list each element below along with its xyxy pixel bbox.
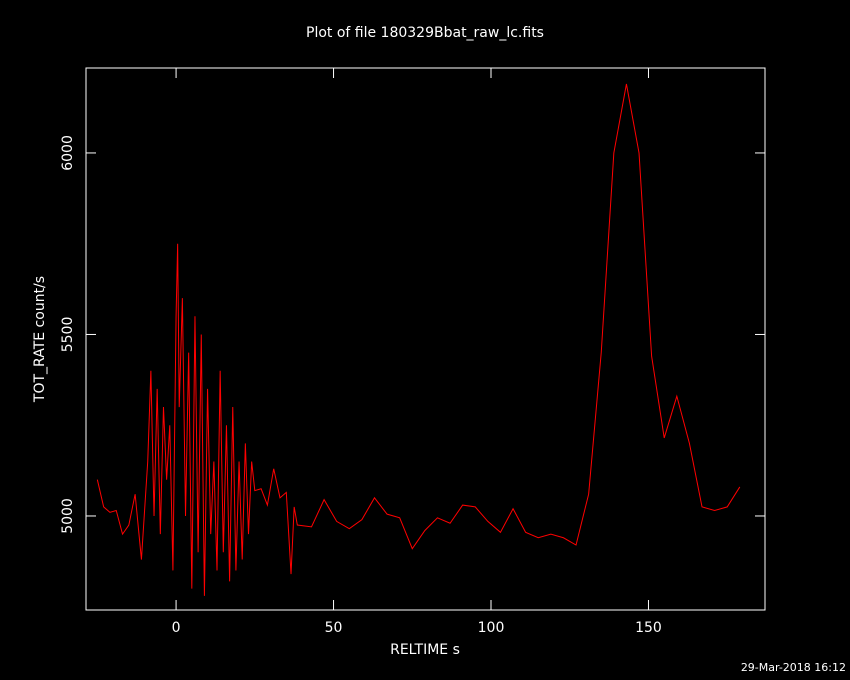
plot-frame <box>85 67 766 611</box>
x-tick-label: 50 <box>325 620 343 636</box>
y-tick-label: 5500 <box>60 317 76 353</box>
chart-title: Plot of file 180329Bbat_raw_lc.fits <box>306 25 544 41</box>
y-axis-label: TOT_RATE count/s <box>32 276 48 403</box>
light-curve <box>96 83 741 596</box>
x-axis-label: RELTIME s <box>390 642 460 658</box>
x-tick-label: 150 <box>635 620 662 636</box>
y-tick-label: 5000 <box>60 498 76 534</box>
footer: 29-Mar-2018 16:12 <box>741 661 846 674</box>
x-tick-label: 100 <box>478 620 505 636</box>
y-tick-label: 6000 <box>60 135 76 171</box>
x-tick-label: 0 <box>172 620 181 636</box>
